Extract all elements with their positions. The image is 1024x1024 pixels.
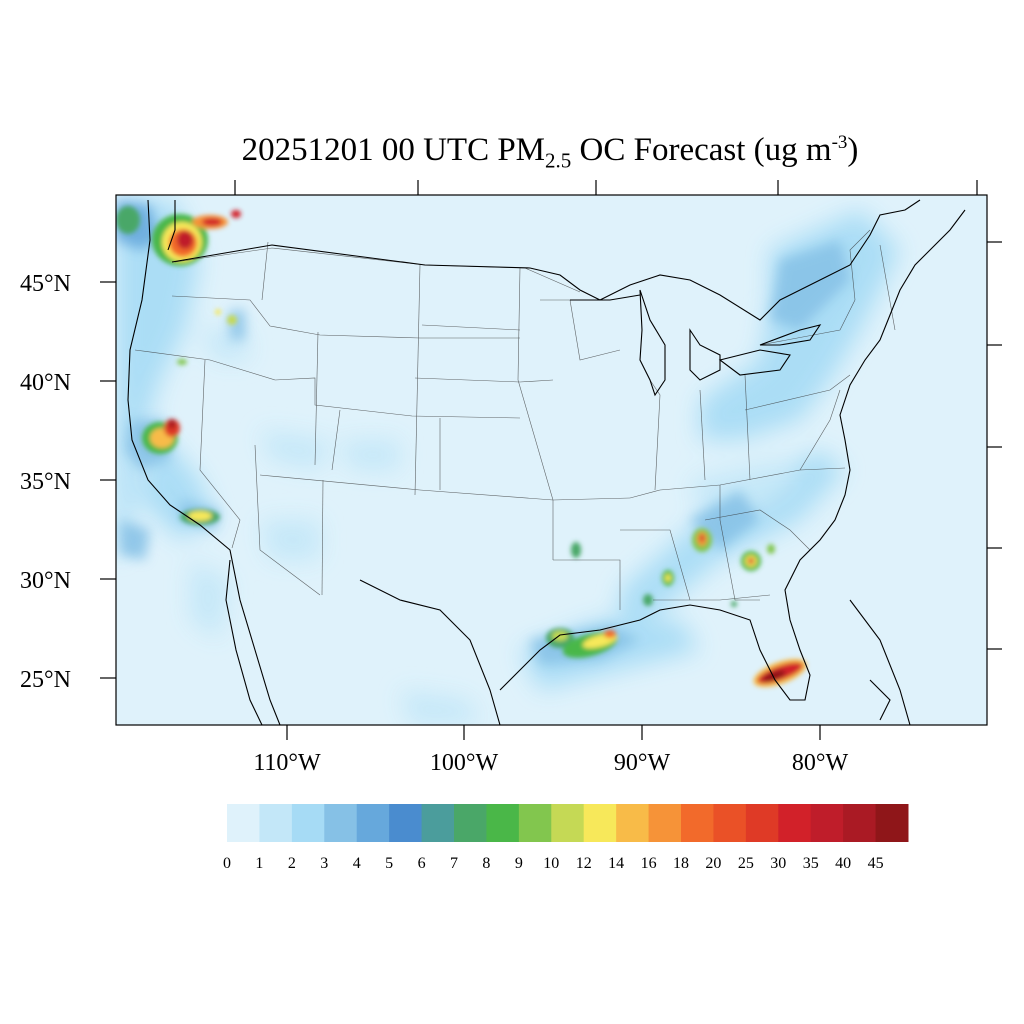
colorbar-label: 16 bbox=[641, 855, 657, 872]
colorbar-label: 4 bbox=[353, 855, 361, 872]
colorbar: 0 1 2 3 4 5 6 7 8 9 10 12 14 16 18 20 25 30 35 40 45 bbox=[223, 804, 909, 872]
lon-label-100: 100°W bbox=[430, 750, 499, 776]
lat-label-25: 25°N bbox=[20, 667, 71, 693]
colorbar-label: 0 bbox=[223, 855, 231, 872]
colorbar-swatch bbox=[810, 804, 844, 842]
colorbar-swatch bbox=[875, 804, 909, 842]
lat-label-40: 40°N bbox=[20, 370, 71, 396]
colorbar-swatch bbox=[356, 804, 390, 842]
colorbar-label: 25 bbox=[738, 855, 754, 872]
lat-label-45: 45°N bbox=[20, 271, 71, 297]
colorbar-label: 8 bbox=[482, 855, 490, 872]
colorbar-swatch bbox=[259, 804, 293, 842]
map-title: 20251201 00 UTC PM2.5 OC Forecast (ug m-… bbox=[241, 132, 859, 173]
top-ticks bbox=[234, 180, 978, 195]
colorbar-swatch bbox=[745, 804, 779, 842]
colorbar-swatch bbox=[518, 804, 552, 842]
map-area bbox=[116, 195, 987, 725]
colorbar-label: 35 bbox=[803, 855, 819, 872]
lat-label-35: 35°N bbox=[20, 469, 71, 495]
lon-label-90: 90°W bbox=[614, 750, 671, 776]
colorbar-label: 3 bbox=[320, 855, 328, 872]
colorbar-swatch bbox=[324, 804, 358, 842]
colorbar-swatch bbox=[616, 804, 650, 842]
colorbar-label: 12 bbox=[576, 855, 592, 872]
lon-label-110: 110°W bbox=[253, 750, 321, 776]
colorbar-swatch bbox=[421, 804, 455, 842]
colorbar-swatch bbox=[778, 804, 812, 842]
colorbar-label: 1 bbox=[255, 855, 263, 872]
colorbar-swatch bbox=[551, 804, 585, 842]
colorbar-label: 7 bbox=[450, 855, 458, 872]
colorbar-label: 5 bbox=[385, 855, 393, 872]
coastlines bbox=[127, 199, 966, 725]
colorbar-swatch bbox=[583, 804, 617, 842]
colorbar-swatch bbox=[681, 804, 714, 842]
colorbar-label: 2 bbox=[288, 855, 296, 872]
left-ticks bbox=[100, 281, 116, 679]
colorbar-swatch bbox=[486, 804, 520, 842]
lat-label-30: 30°N bbox=[20, 568, 71, 594]
colorbar-swatch bbox=[291, 804, 325, 842]
bottom-ticks bbox=[286, 725, 821, 740]
hotspots bbox=[116, 206, 807, 688]
colorbar-label: 6 bbox=[418, 855, 426, 872]
lon-label-80: 80°W bbox=[792, 750, 849, 776]
map-frame bbox=[115, 194, 988, 726]
right-ticks bbox=[987, 241, 1002, 650]
colorbar-swatch bbox=[227, 804, 260, 842]
colorbar-swatch bbox=[454, 804, 487, 842]
colorbar-swatch bbox=[713, 804, 747, 842]
colorbar-swatch bbox=[648, 804, 682, 842]
colorbar-label: 18 bbox=[673, 855, 689, 872]
colorbar-label: 30 bbox=[770, 855, 786, 872]
colorbar-label: 20 bbox=[705, 855, 721, 872]
colorbar-label: 10 bbox=[543, 855, 559, 872]
colorbar-swatch bbox=[843, 804, 877, 842]
colorbar-label: 45 bbox=[868, 855, 884, 872]
colorbar-label: 9 bbox=[515, 855, 523, 872]
colorbar-label: 40 bbox=[835, 855, 851, 872]
colorbar-label: 14 bbox=[608, 855, 624, 872]
state-boundaries bbox=[134, 229, 896, 610]
colorbar-swatch bbox=[389, 804, 423, 842]
